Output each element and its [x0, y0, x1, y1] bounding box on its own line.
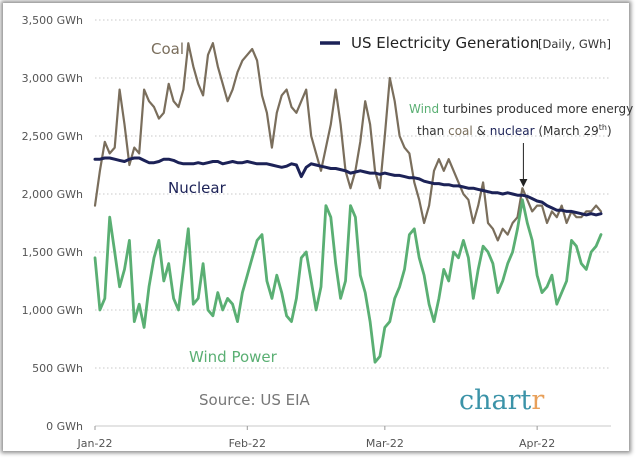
chart-svg: 0 GWh 500 GWh 1,000 GWh 1,500 GWh 2,000 GWh 2…	[22, 14, 634, 450]
annotation-post: (March 29	[535, 124, 599, 138]
chart-title: US Electricity Generation	[351, 34, 539, 52]
chart-frame: 0 GWh 500 GWh 1,000 GWh 1,500 GWh 2,000 GWh 2…	[3, 3, 633, 451]
annotation-end: )	[607, 124, 612, 138]
y-tick-label: 2,000 GWh	[22, 188, 83, 201]
annotation-arrowhead	[519, 179, 528, 187]
series-lines	[93, 42, 603, 364]
coal-label: Coal	[151, 40, 184, 58]
annotation-mid: &	[473, 124, 490, 138]
annotation-sup: th	[599, 123, 607, 132]
annotation-wind: Wind	[409, 102, 439, 116]
wind-label: Wind Power	[189, 348, 278, 366]
logo-accent: r	[531, 385, 544, 416]
x-tick-label: Jan-22	[77, 437, 113, 450]
annotation-pre: than	[417, 124, 448, 138]
y-tick-label: 1,500 GWh	[22, 246, 83, 259]
x-tick-label: Apr-22	[519, 437, 555, 450]
y-tick-label: 3,500 GWh	[22, 14, 83, 27]
y-tick-label: 3,000 GWh	[22, 72, 83, 85]
logo-main: chart	[459, 385, 532, 416]
y-tick-label: 0 GWh	[46, 420, 83, 433]
series-line-nuclear	[93, 156, 603, 217]
y-axis: 0 GWh 500 GWh 1,000 GWh 1,500 GWh 2,000 GWh 2…	[22, 14, 83, 433]
annotation-line2: than coal & nuclear (March 29th)	[417, 123, 612, 138]
x-axis: Jan-22 Feb-22 Mar-22 Apr-22	[77, 426, 555, 450]
chart-subtitle: [Daily, GWh]	[538, 37, 611, 51]
annotation-line1: Wind turbines produced more energy	[409, 102, 633, 116]
y-tick-label: 500 GWh	[32, 362, 83, 375]
x-tick-label: Feb-22	[229, 437, 266, 450]
y-tick-label: 2,500 GWh	[22, 130, 83, 143]
source-text: Source: US EIA	[199, 391, 311, 409]
series-line-wind-power	[93, 198, 603, 364]
y-tick-label: 1,000 GWh	[22, 304, 83, 317]
chartr-logo: chartr	[459, 385, 544, 416]
series-line-coal	[93, 42, 603, 242]
x-tick-label: Mar-22	[366, 437, 404, 450]
annotation-coal: coal	[448, 124, 473, 138]
nuclear-label: Nuclear	[168, 179, 227, 197]
annotation-text1: turbines produced more energy	[439, 102, 633, 116]
annotation-nuclear: nuclear	[490, 124, 535, 138]
gridlines	[95, 19, 611, 427]
